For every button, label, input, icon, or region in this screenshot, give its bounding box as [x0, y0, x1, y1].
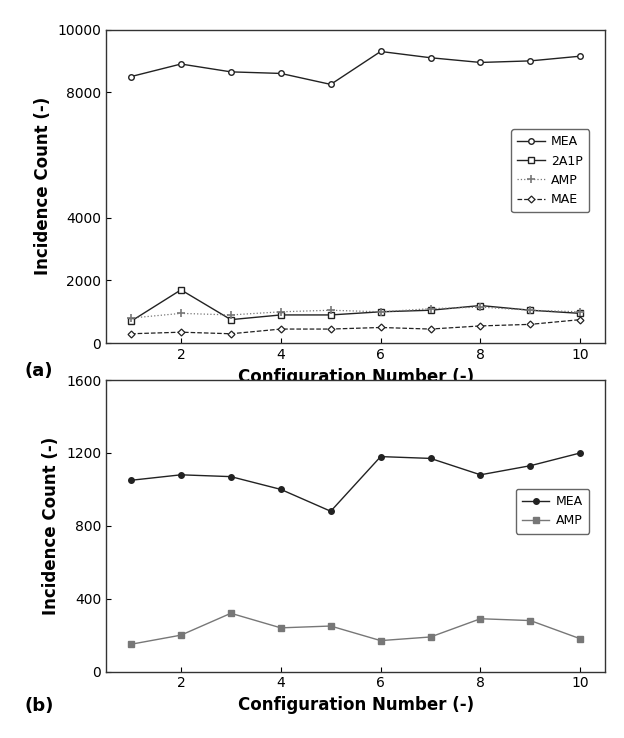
AMP	[127, 640, 135, 649]
AMP	[227, 311, 235, 320]
Line: MEA: MEA	[129, 49, 583, 87]
MAE	[327, 325, 334, 334]
Text: (a): (a)	[25, 362, 54, 379]
2A1P	[327, 311, 334, 320]
AMP	[177, 309, 185, 318]
MEA	[127, 476, 135, 485]
2A1P	[377, 307, 384, 316]
Line: MAE: MAE	[129, 317, 583, 337]
AMP	[477, 614, 484, 623]
MEA	[577, 449, 584, 458]
Legend: MEA, 2A1P, AMP, MAE: MEA, 2A1P, AMP, MAE	[511, 129, 589, 213]
MEA	[477, 470, 484, 479]
X-axis label: Configuration Number (-): Configuration Number (-)	[238, 368, 474, 385]
2A1P	[277, 311, 285, 320]
Text: (b): (b)	[25, 697, 54, 715]
MEA	[227, 67, 235, 76]
AMP	[527, 306, 534, 314]
Line: MEA: MEA	[129, 450, 583, 514]
MAE	[227, 329, 235, 338]
MEA	[577, 52, 584, 61]
MAE	[427, 325, 434, 334]
MEA	[327, 80, 334, 89]
2A1P	[177, 286, 185, 294]
AMP	[327, 621, 334, 630]
MEA	[377, 47, 384, 56]
Line: AMP: AMP	[129, 610, 583, 647]
Legend: MEA, AMP: MEA, AMP	[515, 489, 589, 534]
2A1P	[527, 306, 534, 314]
MEA	[527, 57, 534, 66]
MAE	[577, 315, 584, 324]
MEA	[327, 507, 334, 516]
2A1P	[477, 301, 484, 310]
X-axis label: Configuration Number (-): Configuration Number (-)	[238, 696, 474, 714]
MEA	[377, 452, 384, 461]
AMP	[277, 307, 285, 316]
AMP	[427, 632, 434, 641]
MEA	[177, 470, 185, 479]
Line: AMP: AMP	[127, 303, 585, 323]
MEA	[477, 58, 484, 67]
MEA	[177, 60, 185, 69]
Y-axis label: Incidence Count (-): Incidence Count (-)	[42, 437, 61, 615]
MEA	[127, 72, 135, 81]
AMP	[377, 636, 384, 645]
AMP	[577, 635, 584, 644]
MAE	[277, 325, 285, 334]
MAE	[377, 323, 384, 332]
AMP	[577, 307, 584, 316]
MEA	[277, 485, 285, 494]
MEA	[427, 53, 434, 62]
2A1P	[227, 315, 235, 324]
2A1P	[577, 309, 584, 318]
MEA	[277, 69, 285, 78]
MAE	[127, 329, 135, 338]
AMP	[227, 609, 235, 618]
AMP	[477, 303, 484, 311]
Y-axis label: Incidence Count (-): Incidence Count (-)	[34, 97, 52, 275]
MAE	[527, 320, 534, 328]
AMP	[327, 306, 334, 314]
AMP	[377, 307, 384, 316]
MEA	[427, 454, 434, 463]
MAE	[177, 328, 185, 337]
2A1P	[427, 306, 434, 314]
MEA	[227, 472, 235, 481]
Line: 2A1P: 2A1P	[129, 287, 583, 324]
2A1P	[127, 317, 135, 325]
AMP	[127, 314, 135, 323]
MAE	[477, 322, 484, 331]
AMP	[177, 631, 185, 640]
AMP	[277, 624, 285, 632]
AMP	[527, 616, 534, 625]
MEA	[527, 461, 534, 470]
AMP	[427, 304, 434, 313]
